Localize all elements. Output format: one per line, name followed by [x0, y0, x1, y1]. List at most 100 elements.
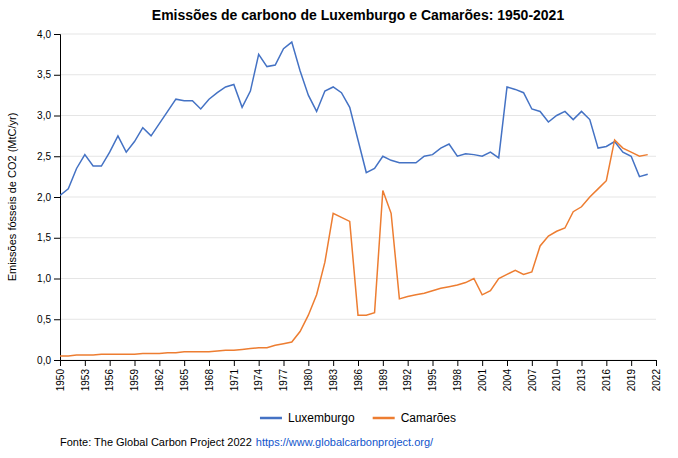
grid-line — [60, 197, 656, 198]
x-tick-mark — [209, 360, 210, 366]
x-tick-mark — [606, 360, 607, 366]
x-tick-label: 2013 — [576, 369, 587, 392]
x-tick-mark — [284, 360, 285, 366]
source-note: Fonte: The Global Carbon Project 2022htt… — [60, 436, 434, 448]
x-tick: 1995 — [427, 360, 438, 391]
source-url: https://www.globalcarbonproject.org/ — [256, 436, 434, 448]
y-tick-mark — [54, 34, 60, 35]
x-tick: 2019 — [626, 360, 637, 391]
y-tick: 2,5 — [37, 151, 60, 162]
x-tick-label: 1971 — [229, 369, 240, 392]
y-tick-mark — [54, 238, 60, 239]
x-tick-label: 1983 — [328, 369, 339, 392]
x-tick: 2016 — [601, 360, 612, 391]
x-tick-label: 2022 — [651, 369, 662, 392]
line — [60, 140, 648, 356]
grid-line — [60, 319, 656, 320]
x-tick-mark — [184, 360, 185, 366]
x-tick-label: 2016 — [601, 369, 612, 392]
x-tick-label: 1959 — [129, 369, 140, 392]
y-tick: 4,0 — [37, 29, 60, 40]
plot-area: 0,00,51,01,52,02,53,03,54,01950195319561… — [37, 29, 662, 392]
y-tick-mark — [54, 75, 60, 76]
x-tick-mark — [631, 360, 632, 366]
x-tick-label: 1977 — [278, 369, 289, 392]
x-tick-mark — [85, 360, 86, 366]
x-tick-mark — [582, 360, 583, 366]
y-tick-label: 1,5 — [37, 232, 51, 243]
x-tick: 1974 — [253, 360, 264, 391]
x-tick: 1986 — [353, 360, 364, 391]
y-tick: 3,0 — [37, 110, 60, 121]
y-tick: 1,5 — [37, 232, 60, 243]
grid-line — [60, 115, 656, 116]
title: Emissões de carbono de Luxemburgo e Cama… — [152, 7, 565, 23]
x-tick-mark — [333, 360, 334, 366]
grid-line — [60, 74, 656, 75]
x-tick-mark — [532, 360, 533, 366]
x-tick-label: 1962 — [154, 369, 165, 392]
x-tick-label: 1998 — [452, 369, 463, 392]
x-tick-label: 1992 — [402, 369, 413, 392]
x-tick-label: 2001 — [477, 369, 488, 392]
x-tick-label: 1953 — [80, 369, 91, 392]
y-tick-mark — [54, 156, 60, 157]
legend-label: Camarões — [401, 411, 456, 425]
x-tick-label: 2007 — [527, 369, 538, 392]
y-tick-label: 0,5 — [37, 314, 51, 325]
x-tick-label: 1965 — [179, 369, 190, 392]
y-tick-mark — [54, 279, 60, 280]
x-tick: 1968 — [204, 360, 215, 391]
line — [60, 42, 648, 195]
x-tick-mark — [234, 360, 235, 366]
series-lines — [60, 42, 648, 356]
x-tick: 2001 — [477, 360, 488, 391]
grid-line — [60, 34, 656, 35]
y-tick-label: 2,5 — [37, 151, 51, 162]
y-tick-label: 3,5 — [37, 69, 51, 80]
x-tick: 2013 — [576, 360, 587, 391]
x-tick-label: 2004 — [502, 369, 513, 392]
x-tick-label: 2019 — [626, 369, 637, 392]
x-tick: 1962 — [154, 360, 165, 391]
chart: 0,00,51,01,52,02,53,03,54,01950195319561… — [0, 0, 678, 458]
y-tick-mark — [54, 197, 60, 198]
x-tick: 2007 — [527, 360, 538, 391]
x-tick-label: 1989 — [378, 369, 389, 392]
x-tick: 2022 — [651, 360, 662, 391]
x-tick-mark — [557, 360, 558, 366]
y-tick-label: 2,0 — [37, 192, 51, 203]
legend-label: Luxemburgo — [288, 411, 355, 425]
grid — [60, 34, 656, 360]
x-tick-label: 1956 — [104, 369, 115, 392]
legend-item: Luxemburgo — [260, 411, 355, 425]
axis-domain — [54, 35, 61, 361]
x-tick-mark — [308, 360, 309, 366]
x-tick: 1950 — [55, 360, 66, 391]
x-tick-mark — [507, 360, 508, 366]
y-tick-label: 3,0 — [37, 110, 51, 121]
grid-line — [60, 278, 656, 279]
x-tick: 1977 — [278, 360, 289, 391]
x-tick-mark — [457, 360, 458, 366]
y-axis: 0,00,51,01,52,02,53,03,54,0 — [37, 29, 60, 366]
y-tick-mark — [54, 116, 60, 117]
y-tick: 2,0 — [37, 192, 60, 203]
x-tick-label: 1986 — [353, 369, 364, 392]
y-tick-mark — [54, 360, 60, 361]
x-tick-mark — [110, 360, 111, 366]
legend: Luxemburgo Camarões — [260, 411, 456, 425]
x-tick: 1980 — [303, 360, 314, 391]
x-tick-label: 1968 — [204, 369, 215, 392]
x-tick-mark — [135, 360, 136, 366]
y-tick-label: 0,0 — [37, 355, 51, 366]
x-tick: 1959 — [129, 360, 140, 391]
x-tick-label: 1980 — [303, 369, 314, 392]
legend-swatch — [260, 417, 282, 420]
x-tick-mark — [159, 360, 160, 366]
x-tick-mark — [383, 360, 384, 366]
y-tick: 0,5 — [37, 314, 60, 325]
x-tick-label: 1995 — [427, 369, 438, 392]
x-tick: 1953 — [80, 360, 91, 391]
x-tick-label: 1950 — [55, 369, 66, 392]
